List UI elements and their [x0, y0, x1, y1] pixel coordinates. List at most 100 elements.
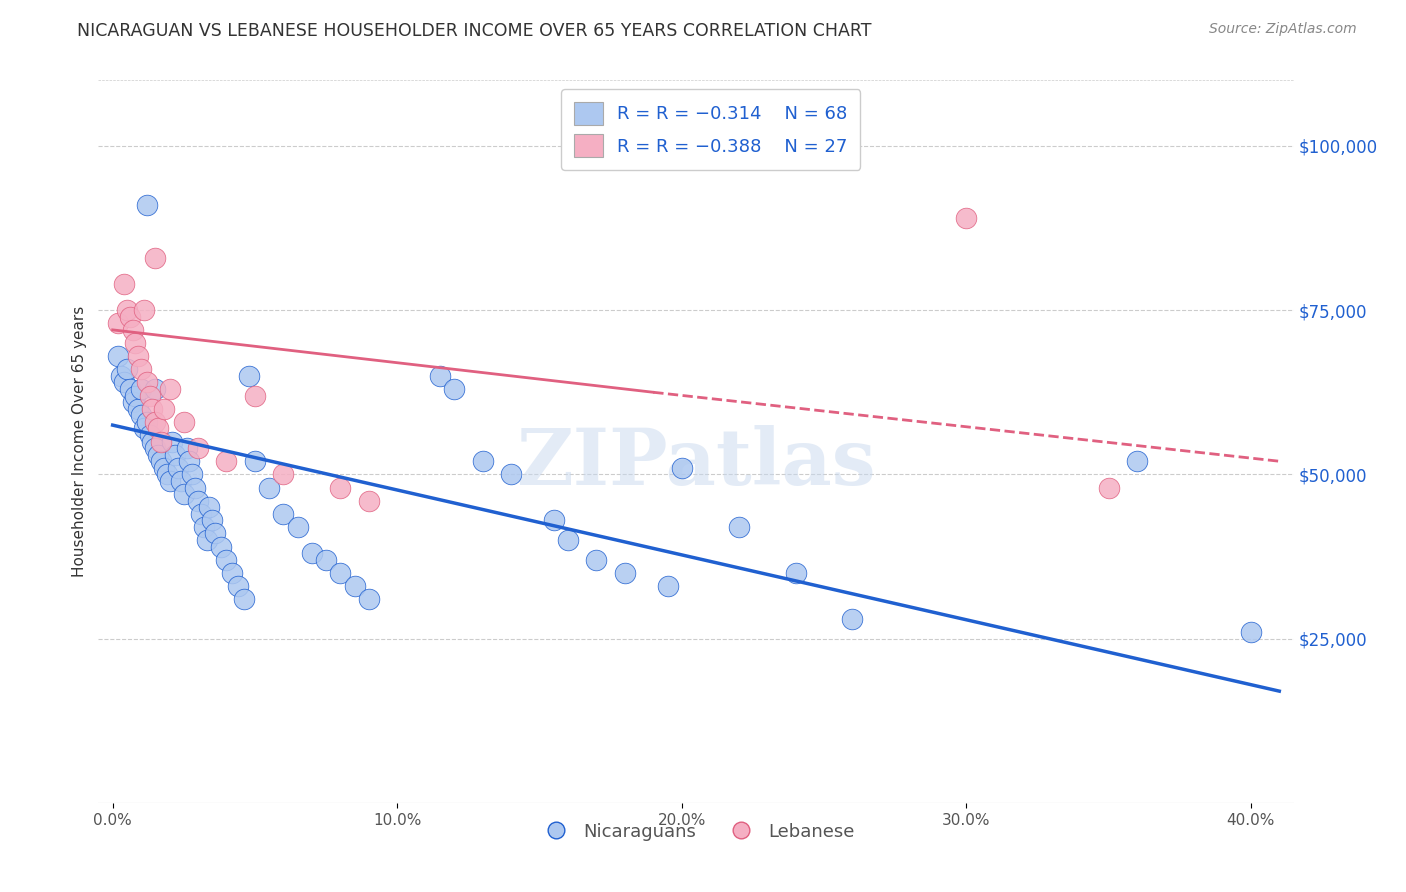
Text: ZIPatlas: ZIPatlas [516, 425, 876, 501]
Point [121, 323, 143, 337]
Point [243, 388, 266, 402]
Point [138, 428, 160, 442]
Point [167, 460, 190, 475]
Point [329, 481, 352, 495]
Point [165, 448, 187, 462]
Point [127, 349, 149, 363]
Point [143, 441, 166, 455]
Point [143, 415, 166, 429]
Point [143, 382, 166, 396]
Point [198, 500, 221, 515]
Point [115, 303, 138, 318]
Point [135, 415, 157, 429]
Point [129, 382, 152, 396]
Point [499, 467, 522, 482]
Point [187, 441, 209, 455]
Y-axis label: Householder Income Over 65 years: Householder Income Over 65 years [72, 306, 87, 577]
Point [226, 579, 249, 593]
Point [132, 303, 155, 318]
Point [193, 520, 215, 534]
Point [190, 507, 212, 521]
Point [124, 336, 146, 351]
Point [135, 198, 157, 212]
Point [143, 251, 166, 265]
Point [232, 592, 254, 607]
Point [107, 316, 129, 330]
Point [170, 474, 193, 488]
Point [543, 513, 565, 527]
Point [118, 382, 141, 396]
Point [585, 553, 607, 567]
Point [443, 382, 465, 396]
Point [343, 579, 366, 593]
Point [671, 460, 693, 475]
Point [257, 481, 280, 495]
Point [209, 540, 232, 554]
Point [148, 421, 170, 435]
Point [613, 566, 636, 580]
Point [287, 520, 309, 534]
Point [129, 409, 152, 423]
Point [127, 401, 149, 416]
Point [238, 368, 260, 383]
Point [215, 454, 238, 468]
Point [121, 395, 143, 409]
Point [243, 454, 266, 468]
Point [557, 533, 579, 547]
Point [156, 467, 179, 482]
Point [153, 401, 176, 416]
Point [141, 434, 163, 449]
Point [221, 566, 243, 580]
Point [107, 349, 129, 363]
Point [955, 211, 977, 226]
Point [471, 454, 494, 468]
Point [176, 441, 198, 455]
Point [301, 546, 323, 560]
Point [173, 487, 195, 501]
Point [201, 513, 224, 527]
Point [138, 388, 160, 402]
Point [195, 533, 218, 547]
Point [204, 526, 226, 541]
Point [132, 421, 155, 435]
Point [118, 310, 141, 324]
Point [112, 277, 135, 291]
Legend: Nicaraguans, Lebanese: Nicaraguans, Lebanese [530, 815, 862, 848]
Point [329, 566, 352, 580]
Point [273, 467, 295, 482]
Point [148, 448, 170, 462]
Point [150, 454, 173, 468]
Text: Source: ZipAtlas.com: Source: ZipAtlas.com [1209, 22, 1357, 37]
Point [179, 454, 201, 468]
Point [153, 460, 176, 475]
Point [841, 612, 863, 626]
Point [657, 579, 679, 593]
Point [215, 553, 238, 567]
Point [112, 376, 135, 390]
Point [159, 474, 181, 488]
Point [357, 592, 380, 607]
Point [141, 401, 163, 416]
Point [1097, 481, 1119, 495]
Point [124, 388, 146, 402]
Point [1240, 625, 1263, 640]
Point [162, 434, 184, 449]
Point [181, 467, 204, 482]
Point [273, 507, 295, 521]
Point [173, 415, 195, 429]
Point [115, 362, 138, 376]
Point [785, 566, 807, 580]
Point [135, 376, 157, 390]
Point [110, 368, 132, 383]
Point [187, 493, 209, 508]
Point [727, 520, 749, 534]
Point [129, 362, 152, 376]
Point [159, 382, 181, 396]
Point [184, 481, 207, 495]
Point [150, 434, 173, 449]
Point [357, 493, 380, 508]
Point [315, 553, 337, 567]
Point [429, 368, 451, 383]
Point [1126, 454, 1149, 468]
Text: NICARAGUAN VS LEBANESE HOUSEHOLDER INCOME OVER 65 YEARS CORRELATION CHART: NICARAGUAN VS LEBANESE HOUSEHOLDER INCOM… [77, 22, 872, 40]
